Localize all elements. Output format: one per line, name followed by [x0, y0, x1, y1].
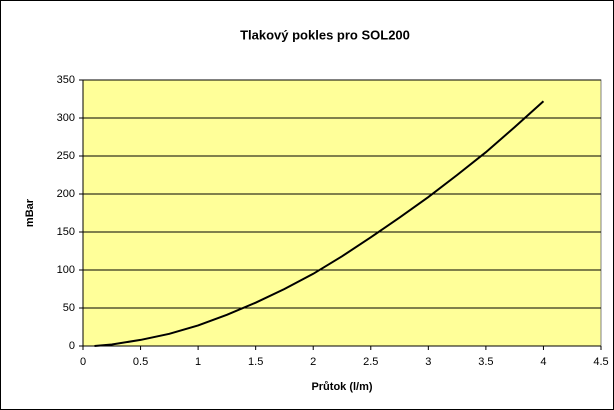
x-tick-label: 3.5 — [478, 356, 493, 368]
x-axis-title: Průtok (l/m) — [311, 381, 372, 393]
x-tick-label: 4.5 — [593, 356, 608, 368]
x-tick-label: 1 — [195, 356, 201, 368]
x-tick-label: 4 — [540, 356, 546, 368]
y-tick-label: 350 — [57, 74, 75, 86]
y-tick-label: 50 — [63, 302, 75, 314]
x-tick-label: 0 — [80, 356, 86, 368]
y-axis-title: mBar — [24, 198, 36, 227]
x-tick-label: 2 — [310, 356, 316, 368]
data-line — [94, 100, 545, 347]
y-tick-label: 200 — [57, 188, 75, 200]
x-tick-label: 1.5 — [248, 356, 263, 368]
x-tick-label: 2.5 — [363, 356, 378, 368]
y-tick-label: 300 — [57, 112, 75, 124]
x-tick-label: 3 — [425, 356, 431, 368]
x-tick-label: 0.5 — [133, 356, 148, 368]
chart-title: Tlakový pokles pro SOL200 — [240, 27, 410, 42]
y-tick-label: 0 — [69, 340, 75, 352]
y-tick-label: 150 — [57, 226, 75, 238]
plot-area — [82, 79, 602, 347]
y-tick-label: 250 — [57, 150, 75, 162]
y-tick-label: 100 — [57, 264, 75, 276]
